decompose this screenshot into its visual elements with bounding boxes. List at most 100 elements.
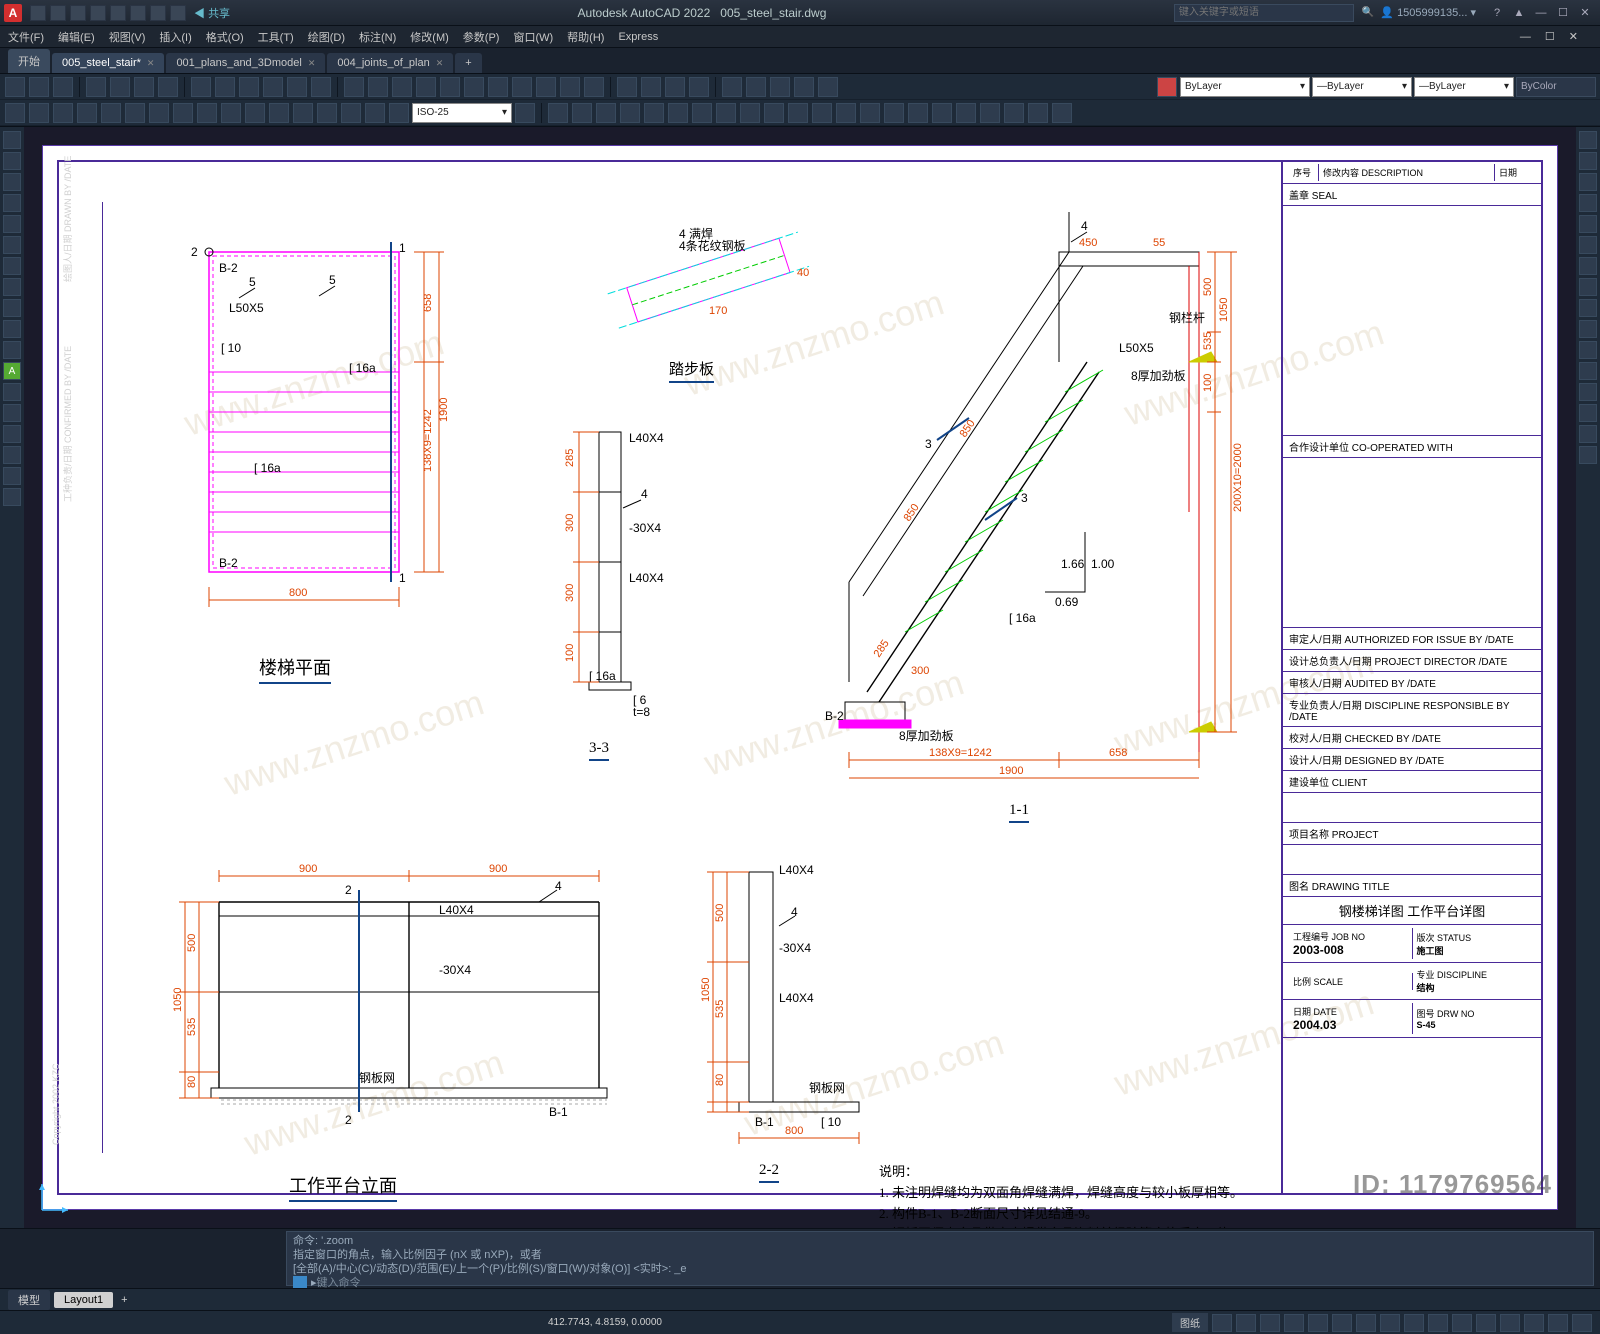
qat-btn[interactable] <box>110 5 126 21</box>
tool-btn[interactable] <box>668 103 688 123</box>
menu-item[interactable]: 插入(I) <box>159 29 191 45</box>
close-icon[interactable]: ✕ <box>1577 5 1593 21</box>
tool-btn[interactable] <box>344 77 364 97</box>
menu-item[interactable]: 格式(O) <box>206 29 244 45</box>
tool-btn[interactable] <box>317 103 337 123</box>
file-tab[interactable]: 001_plans_and_3Dmodel✕ <box>166 53 325 73</box>
tool-btn[interactable] <box>263 77 283 97</box>
status-btn[interactable] <box>1548 1314 1568 1332</box>
status-btn[interactable] <box>1476 1314 1496 1332</box>
status-btn[interactable] <box>1572 1314 1592 1332</box>
tool-btn[interactable] <box>125 103 145 123</box>
tool-btn[interactable] <box>596 103 616 123</box>
tool-btn[interactable] <box>29 103 49 123</box>
status-btn[interactable] <box>1236 1314 1256 1332</box>
drawing-canvas[interactable]: www.znzmo.com www.znzmo.com www.znzmo.co… <box>24 127 1576 1228</box>
tool-btn[interactable] <box>794 77 814 97</box>
tool-btn[interactable] <box>134 77 154 97</box>
maximize-icon[interactable]: ☐ <box>1555 5 1571 21</box>
tool-array[interactable] <box>1579 215 1597 233</box>
tool-btn[interactable] <box>341 103 361 123</box>
tool-btn[interactable] <box>515 103 535 123</box>
menu-item[interactable]: 绘图(D) <box>308 29 345 45</box>
tool-btn[interactable] <box>860 103 880 123</box>
menu-item[interactable]: 修改(M) <box>410 29 449 45</box>
dimstyle-combo[interactable]: ISO-25▾ <box>412 103 512 123</box>
tool-btn[interactable] <box>818 77 838 97</box>
status-btn[interactable] <box>1260 1314 1280 1332</box>
tab-close-icon[interactable]: ✕ <box>308 58 316 69</box>
tool-btn[interactable] <box>722 77 742 97</box>
tool-btn[interactable] <box>221 103 241 123</box>
tool-btn[interactable] <box>3 446 21 464</box>
tool-btn[interactable] <box>5 77 25 97</box>
tool-btn[interactable] <box>269 103 289 123</box>
tool-btn[interactable] <box>512 77 532 97</box>
tool-btn[interactable] <box>746 77 766 97</box>
tool-btn[interactable] <box>641 77 661 97</box>
tool-fillet[interactable] <box>1579 425 1597 443</box>
qat-btn[interactable] <box>130 5 146 21</box>
qat-btn[interactable] <box>170 5 186 21</box>
tool-point[interactable] <box>3 299 21 317</box>
status-btn[interactable] <box>1308 1314 1328 1332</box>
paper-button[interactable]: 图纸 <box>1172 1313 1208 1332</box>
tool-region[interactable] <box>3 320 21 338</box>
tool-btn[interactable] <box>689 77 709 97</box>
layer-combo[interactable]: ByLayer▾ <box>1180 77 1310 97</box>
status-btn[interactable] <box>1500 1314 1520 1332</box>
tool-btn[interactable] <box>716 103 736 123</box>
tool-break[interactable] <box>1579 362 1597 380</box>
status-btn[interactable] <box>1284 1314 1304 1332</box>
tool-pline[interactable] <box>3 152 21 170</box>
layout1-tab[interactable]: Layout1 <box>54 1292 113 1308</box>
tool-btn[interactable] <box>3 425 21 443</box>
help-icon[interactable]: ? <box>1489 5 1505 21</box>
color-combo[interactable]: ByColor <box>1516 77 1596 97</box>
tool-btn[interactable] <box>86 77 106 97</box>
tool-btn[interactable] <box>173 103 193 123</box>
tool-btn[interactable] <box>77 103 97 123</box>
tool-btn[interactable] <box>440 77 460 97</box>
status-btn[interactable] <box>1356 1314 1376 1332</box>
tool-btn[interactable] <box>389 103 409 123</box>
tool-btn[interactable] <box>3 404 21 422</box>
tool-circle[interactable] <box>3 173 21 191</box>
menu-item[interactable]: 编辑(E) <box>58 29 95 45</box>
tool-btn[interactable] <box>620 103 640 123</box>
tool-move[interactable] <box>1579 236 1597 254</box>
tool-btn[interactable] <box>740 103 760 123</box>
minimize-icon[interactable]: — <box>1533 5 1549 21</box>
qat-btn[interactable] <box>90 5 106 21</box>
menu-item[interactable]: 标注(N) <box>359 29 396 45</box>
menu-item[interactable]: 文件(F) <box>8 29 44 45</box>
tool-spline[interactable] <box>3 278 21 296</box>
tool-btn[interactable] <box>932 103 952 123</box>
menu-item[interactable]: Express <box>618 31 658 43</box>
status-btn[interactable] <box>1212 1314 1232 1332</box>
tool-trim[interactable] <box>1579 320 1597 338</box>
tool-btn[interactable] <box>584 77 604 97</box>
status-btn[interactable] <box>1332 1314 1352 1332</box>
tool-mtext[interactable]: A <box>3 362 21 380</box>
tool-btn[interactable] <box>536 77 556 97</box>
tool-btn[interactable] <box>365 103 385 123</box>
tool-hatch[interactable] <box>3 257 21 275</box>
menu-item[interactable]: 窗口(W) <box>513 29 553 45</box>
tool-extend[interactable] <box>1579 341 1597 359</box>
tool-arc[interactable] <box>3 194 21 212</box>
new-layout-button[interactable]: + <box>117 1292 131 1308</box>
layer-icon[interactable] <box>1157 77 1177 97</box>
tool-btn[interactable] <box>692 103 712 123</box>
tool-btn[interactable] <box>101 103 121 123</box>
qat-btn[interactable] <box>50 5 66 21</box>
tool-btn[interactable] <box>191 77 211 97</box>
tool-btn[interactable] <box>392 77 412 97</box>
qat-btn[interactable] <box>150 5 166 21</box>
tool-btn[interactable] <box>287 77 307 97</box>
tool-btn[interactable] <box>3 467 21 485</box>
menu-item[interactable]: 参数(P) <box>463 29 500 45</box>
tool-btn[interactable] <box>908 103 928 123</box>
tool-btn[interactable] <box>197 103 217 123</box>
tool-btn[interactable] <box>764 103 784 123</box>
